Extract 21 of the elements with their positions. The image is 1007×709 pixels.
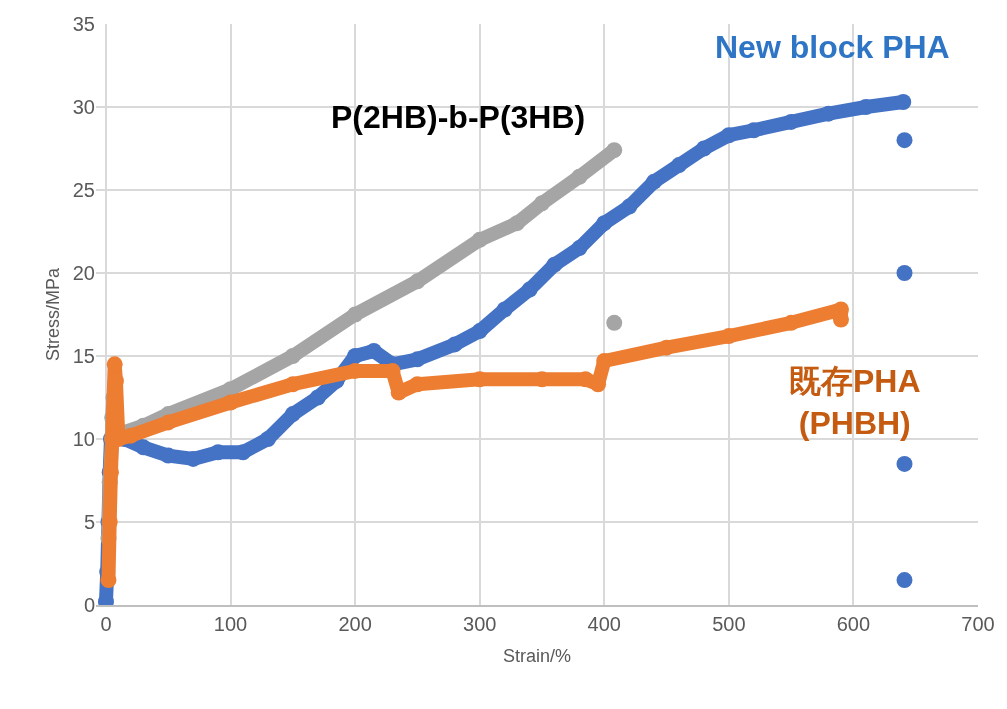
series-label: 既存PHA (PHBH) [789, 363, 921, 441]
y-axis-title: Stress/MPa [42, 267, 63, 362]
x-tick-label: 700 [961, 613, 995, 635]
x-tick-label: 0 [100, 613, 112, 635]
x-tick-label: 300 [463, 613, 497, 635]
x-tick-label: 200 [338, 613, 372, 635]
y-tick-label: 15 [72, 345, 95, 367]
series-label: P(2HB)-b-P(3HB) [331, 99, 586, 135]
y-tick-label: 20 [72, 262, 95, 284]
series-label: New block PHA [715, 29, 950, 65]
y-tick-label: 10 [72, 428, 95, 450]
x-tick-label: 500 [712, 613, 746, 635]
x-tick-label: 100 [213, 613, 248, 635]
y-tick-label: 0 [83, 594, 95, 616]
y-tick-label: 35 [72, 13, 95, 35]
x-tick-label: 600 [836, 613, 871, 635]
y-tick-label: 5 [83, 511, 95, 533]
y-tick-label: 30 [72, 96, 95, 118]
x-axis-title: Strain/% [502, 645, 572, 666]
x-tick-label: 400 [587, 613, 621, 635]
y-tick-label: 25 [72, 179, 95, 201]
